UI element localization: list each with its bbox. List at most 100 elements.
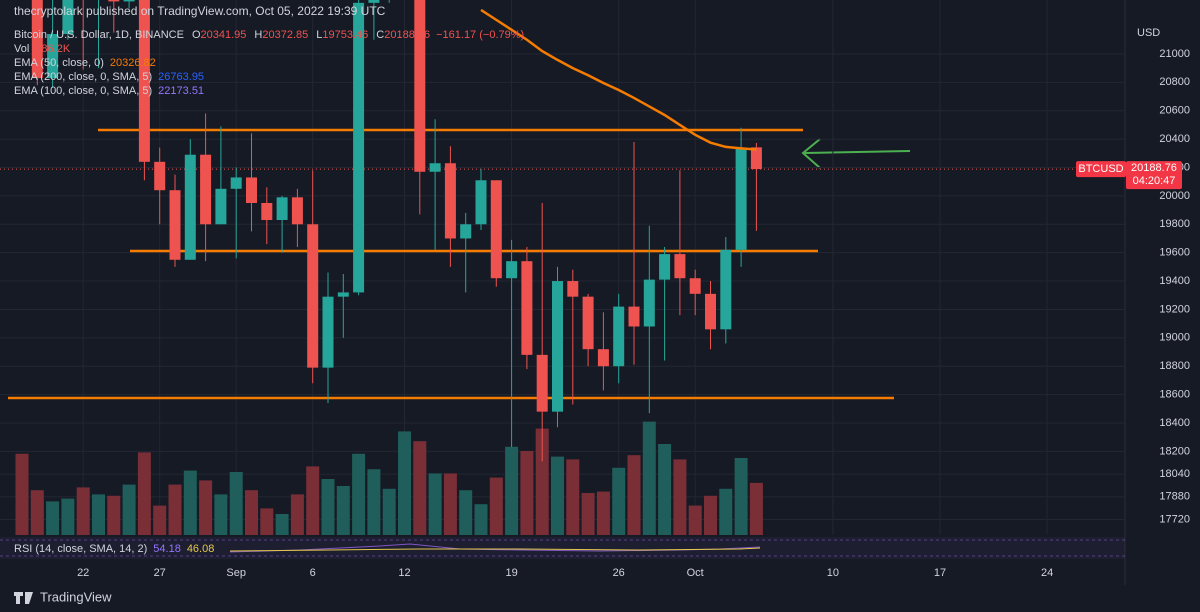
ema-value: 26763.95 [158, 71, 204, 83]
candle-body [735, 147, 747, 250]
volume-bar [474, 504, 488, 535]
candle-body [414, 0, 426, 172]
x-tick-label: 17 [934, 567, 946, 579]
brand: TradingView [40, 589, 112, 604]
candle-body [750, 147, 762, 170]
volume-bar [642, 421, 656, 535]
candle-body [31, 0, 43, 79]
ohlc-label: L [316, 29, 322, 41]
footer [0, 585, 1200, 612]
candle-body [353, 2, 365, 293]
ohlc-value: 19753.46 [322, 29, 368, 41]
y-tick-label: 21000 [1159, 48, 1190, 60]
ohlc-label: C [376, 29, 384, 41]
volume-bar [520, 451, 534, 535]
volume-bar [566, 459, 580, 535]
candle-body [674, 254, 686, 279]
volume-value: 186.2K [35, 43, 71, 55]
ema-line [480, 8, 757, 151]
volume-bar [627, 455, 641, 535]
x-tick-label: 22 [77, 567, 89, 579]
x-tick-label: 26 [613, 567, 625, 579]
candle-body [47, 34, 59, 79]
x-tick-label: Sep [226, 567, 246, 579]
price-label-box [1076, 161, 1126, 178]
published-line: thecryptolark published on TradingView.c… [14, 4, 386, 18]
candle-body [444, 163, 456, 239]
volume-bar [30, 490, 44, 535]
volume-bar [505, 446, 519, 535]
price-label-value: 20188.76 [1131, 162, 1177, 174]
candle-body [582, 296, 594, 350]
candle-body [123, 0, 135, 2]
plot-area [0, 0, 1125, 535]
volume-bar [275, 514, 289, 535]
ema-name: EMA (50, close, 0) [14, 57, 104, 69]
candle-body [613, 306, 625, 367]
y-tick-label: 19000 [1159, 332, 1190, 344]
volume-bar [489, 477, 503, 535]
volume-bar [535, 428, 549, 535]
y-tick-label: 19200 [1159, 303, 1190, 315]
volume-bar [107, 495, 121, 535]
candle-body [521, 261, 533, 355]
candle-body [705, 293, 716, 330]
candle-body [322, 296, 334, 368]
ohlc-label: H [254, 29, 262, 41]
candle-body [506, 261, 518, 279]
volume-bar [596, 491, 610, 535]
volume-bar [413, 441, 427, 535]
candle-body [490, 180, 502, 279]
volume-bar [137, 452, 151, 535]
y-tick-label: 19600 [1159, 247, 1190, 259]
volume-bar [336, 486, 350, 535]
volume-bar [352, 453, 366, 535]
x-tick-label: 27 [154, 567, 166, 579]
legend-line: RSI (14, close, SMA, 14, 2) 54.18 46.08 [14, 543, 214, 555]
ohlc-label: O [192, 29, 201, 41]
candle-body [246, 177, 257, 203]
candle-body [659, 254, 671, 280]
legend-line: EMA (50, close, 0) 20326.82 [14, 57, 156, 69]
ema-name: EMA (200, close, 0, SMA, 5) [14, 71, 152, 83]
y-tick-label: 20400 [1159, 133, 1190, 145]
volume-bar [581, 493, 595, 535]
x-tick-label: 6 [310, 567, 316, 579]
brand-logo [14, 592, 33, 604]
candle-body [108, 0, 120, 2]
volume-bar [367, 469, 381, 535]
volume-bar [46, 501, 60, 535]
y-tick-label: 18600 [1159, 389, 1190, 401]
legend-line: EMA (100, close, 0, SMA, 5) 22173.51 [14, 85, 204, 97]
candle-body [215, 188, 227, 225]
candle-body [475, 180, 487, 225]
volume-bar [306, 466, 320, 535]
x-tick-label: 12 [398, 567, 410, 579]
candle-body [597, 349, 609, 367]
candle-body [154, 161, 166, 191]
candle-body [628, 306, 640, 327]
volume-bar [183, 470, 197, 535]
volume-bar [321, 479, 335, 535]
legend-line: Bitcoin / U.S. Dollar, 1D, BINANCE O20341… [14, 29, 524, 41]
price-label-countdown: 04:20:47 [1133, 175, 1176, 187]
volume-bar [92, 494, 105, 535]
ohlc-value: 20372.85 [262, 29, 308, 41]
ohlc-value: 20341.95 [201, 29, 247, 41]
y-tick-label: 20000 [1159, 190, 1190, 202]
candle-body [169, 190, 181, 260]
rsi-value: 54.18 [153, 543, 181, 555]
y-tick-label: 18200 [1159, 445, 1190, 457]
y-tick-label: 19800 [1159, 218, 1190, 230]
price-label-box [1126, 161, 1182, 190]
volume-bar [398, 431, 411, 535]
volume-bar [673, 459, 687, 535]
candle-body [230, 177, 242, 189]
y-tick-label: 18400 [1159, 417, 1190, 429]
legend-title: Bitcoin / U.S. Dollar, 1D, BINANCE [14, 29, 184, 41]
candle-body [200, 154, 212, 225]
volume-bar [443, 473, 457, 535]
candle-body [552, 281, 563, 412]
volume-bar [15, 453, 29, 535]
volume-bar [76, 487, 90, 535]
